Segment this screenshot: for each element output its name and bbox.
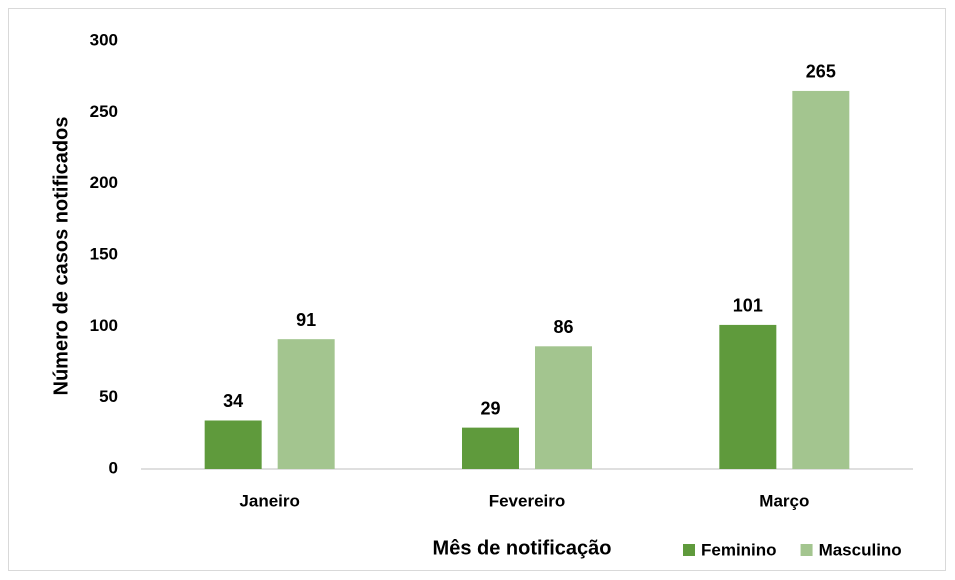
y-tick-label: 150	[90, 244, 118, 263]
chart-border	[8, 8, 946, 571]
x-axis-title: Mês de notificação	[433, 537, 612, 559]
y-tick-label: 200	[90, 173, 118, 192]
legend-label: Masculino	[819, 540, 902, 559]
x-tick-label: Março	[759, 491, 809, 510]
data-label: 101	[733, 296, 763, 316]
bar	[535, 346, 592, 469]
y-tick-label: 0	[109, 458, 118, 477]
y-tick-label: 100	[90, 316, 118, 335]
bar	[277, 339, 335, 469]
bar	[719, 324, 777, 469]
y-tick-label: 300	[90, 30, 118, 49]
data-label: 86	[553, 317, 573, 337]
y-tick-label: 50	[99, 387, 118, 406]
legend-label: Feminino	[701, 540, 777, 559]
data-label: 29	[480, 398, 500, 418]
x-tick-label: Janeiro	[239, 491, 299, 510]
bar	[204, 420, 262, 469]
x-tick-label: Fevereiro	[489, 491, 566, 510]
bar	[792, 90, 850, 469]
legend-swatch	[800, 544, 813, 556]
bar	[462, 427, 519, 469]
data-label: 265	[806, 62, 836, 82]
legend-swatch	[683, 544, 695, 556]
y-tick-label: 250	[90, 102, 118, 121]
y-axis-title: Número de casos notificados	[50, 117, 72, 396]
data-label: 91	[296, 310, 316, 330]
data-label: 34	[223, 391, 243, 411]
